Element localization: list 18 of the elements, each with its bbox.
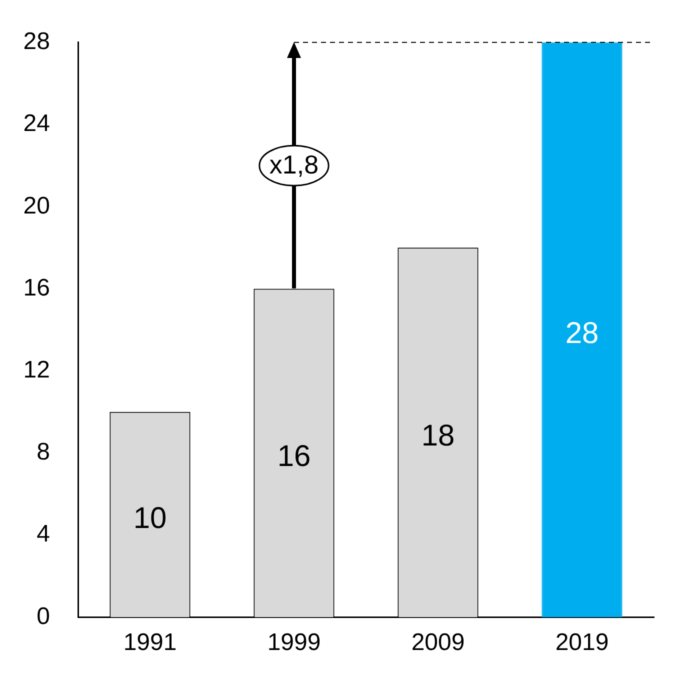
x-tick-label: 1991 — [123, 629, 177, 656]
data-label: 10 — [133, 502, 167, 535]
y-tick-label: 28 — [23, 28, 50, 56]
x-tick-label: 2009 — [411, 629, 465, 656]
data-label: 16 — [277, 440, 311, 474]
y-tick-label: 8 — [36, 438, 50, 466]
y-tick-label: 24 — [23, 110, 50, 138]
data-label: 28 — [565, 317, 599, 350]
y-tick-label: 4 — [36, 520, 50, 548]
annotation: x1,8 — [269, 150, 319, 180]
data-label: 18 — [421, 420, 455, 453]
bar — [542, 42, 622, 618]
y-tick-label: 0 — [36, 602, 50, 630]
y-tick-label: 16 — [23, 274, 50, 302]
x-tick-label: 2019 — [555, 629, 609, 656]
y-tick-label: 12 — [23, 356, 50, 384]
x-tick-label: 1999 — [267, 629, 321, 656]
y-tick-label: 20 — [23, 192, 50, 220]
